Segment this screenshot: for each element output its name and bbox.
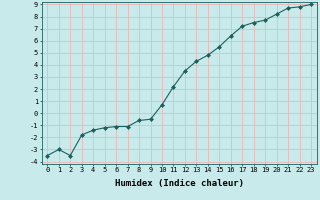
X-axis label: Humidex (Indice chaleur): Humidex (Indice chaleur) xyxy=(115,179,244,188)
